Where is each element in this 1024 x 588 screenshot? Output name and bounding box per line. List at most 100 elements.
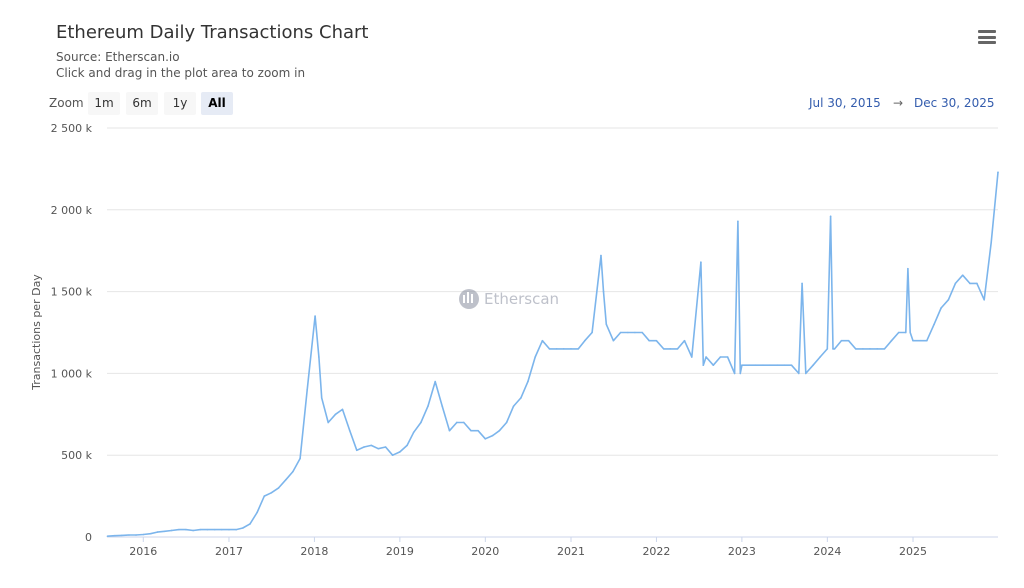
data-point (285, 478, 287, 481)
data-point (883, 348, 886, 350)
data-point (997, 171, 999, 173)
data-point (683, 339, 686, 342)
data-point (520, 397, 522, 399)
data-point (600, 254, 602, 257)
data-point (178, 528, 180, 531)
data-point (427, 405, 429, 407)
chart-subtitle-hint: Click and drag in the plot area to zoom … (56, 66, 306, 80)
hamburger-menu-icon[interactable] (978, 30, 996, 44)
data-point (206, 528, 209, 531)
data-point (135, 534, 137, 536)
data-point (733, 372, 736, 375)
y-tick-label: 0 (85, 531, 92, 544)
data-point (235, 528, 238, 531)
series-line (107, 172, 999, 537)
data-point (562, 348, 565, 350)
data-point (341, 408, 344, 411)
watermark-text: Etherscan (484, 290, 559, 308)
data-point (648, 339, 650, 342)
data-point (619, 331, 622, 334)
data-point (462, 421, 465, 424)
data-point (199, 528, 202, 531)
data-point (406, 444, 408, 447)
x-tick-label: 2025 (899, 545, 927, 558)
x-tick-label: 2016 (129, 545, 157, 558)
data-point (327, 421, 330, 424)
data-point (505, 421, 508, 424)
data-point (983, 298, 985, 301)
data-point (961, 274, 964, 277)
data-point (570, 348, 572, 350)
data-point (213, 528, 216, 531)
data-point (455, 421, 458, 424)
data-point (128, 534, 130, 536)
data-point (299, 457, 301, 460)
data-point (591, 331, 593, 334)
zoom-6m-button[interactable]: 6m (126, 92, 158, 115)
data-point (228, 528, 230, 531)
data-point (370, 444, 373, 447)
data-point (641, 331, 643, 334)
data-point (847, 339, 850, 342)
zoom-all-button[interactable]: All (201, 92, 233, 115)
data-point (662, 348, 665, 350)
data-point (399, 451, 401, 453)
data-point (612, 339, 615, 342)
data-point (840, 339, 843, 342)
data-point (249, 523, 251, 525)
x-tick-label: 2022 (642, 545, 670, 558)
y-tick-label: 1 000 k (51, 367, 93, 380)
data-point (833, 348, 836, 350)
data-point (577, 348, 580, 350)
data-point (741, 364, 743, 367)
data-point (434, 380, 437, 383)
y-axis-title: Transactions per Day (30, 274, 43, 391)
chart-subtitle-source: Source: Etherscan.io (56, 50, 180, 64)
data-point (890, 339, 893, 342)
range-to-date[interactable]: Dec 30, 2025 (914, 96, 995, 110)
data-point (355, 449, 358, 452)
data-point (377, 447, 380, 450)
watermark-logo: Etherscan (459, 289, 559, 309)
y-tick-label: 2 000 k (51, 204, 93, 217)
data-point (412, 431, 415, 434)
data-point (634, 331, 636, 334)
data-point (737, 220, 739, 223)
data-point (854, 348, 857, 350)
data-point (954, 282, 957, 285)
data-point (705, 356, 707, 358)
x-tick-label: 2023 (728, 545, 756, 558)
data-point (801, 282, 803, 285)
data-point (491, 434, 494, 437)
zoom-1y-button[interactable]: 1y (164, 92, 196, 115)
data-point (976, 282, 978, 285)
data-point (106, 535, 109, 537)
data-point (797, 372, 800, 375)
x-tick-label: 2021 (557, 545, 585, 558)
x-tick-label: 2020 (471, 545, 499, 558)
data-point (292, 470, 294, 473)
zoom-1m-button[interactable]: 1m (88, 92, 120, 115)
range-from-date[interactable]: Jul 30, 2015 (809, 96, 881, 110)
data-point (676, 348, 679, 350)
data-point (120, 534, 123, 537)
data-point (933, 323, 935, 326)
data-point (306, 388, 308, 391)
data-point (876, 348, 879, 350)
data-point (819, 356, 821, 358)
data-point (909, 331, 912, 334)
data-point (739, 372, 742, 375)
data-point (832, 348, 834, 350)
data-point (990, 241, 993, 244)
data-point (348, 429, 351, 432)
data-point (669, 348, 672, 350)
data-point (862, 348, 864, 350)
data-point (185, 528, 187, 531)
data-point (220, 528, 223, 531)
data-point (605, 323, 608, 326)
data-point (904, 331, 907, 334)
data-point (484, 438, 487, 440)
data-point (754, 364, 757, 367)
